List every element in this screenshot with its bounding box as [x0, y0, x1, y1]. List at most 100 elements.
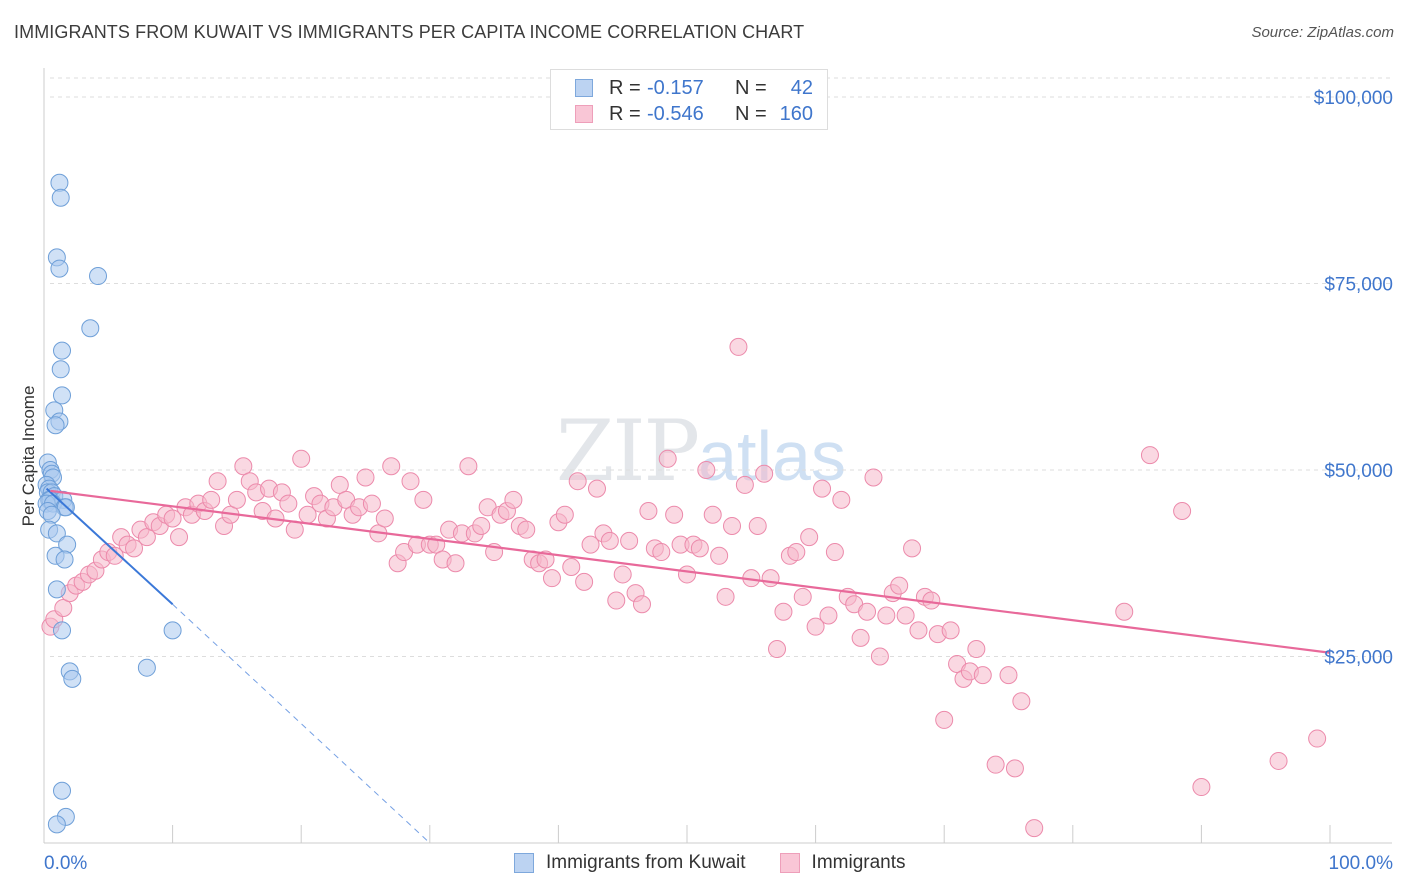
immigrants-point	[536, 550, 555, 569]
kuwait-trend-extension	[172, 603, 431, 844]
immigrants-point	[710, 546, 729, 565]
axis-labels: Per Capita Income $25,000 $50,000 $75,000 $1…	[19, 88, 1393, 874]
immigrants-point	[967, 640, 986, 659]
immigrants-point	[877, 606, 896, 625]
kuwait-point	[55, 550, 74, 569]
immigrants-point	[472, 516, 491, 535]
immigrants-point	[234, 457, 253, 476]
legend-row-immigrants: R = -0.546 N = 160	[575, 101, 813, 127]
immigrants-point	[208, 472, 227, 491]
legend-r-label: R =	[609, 102, 641, 125]
immigrants-point	[658, 449, 677, 468]
legend-swatch-pink	[779, 853, 800, 873]
kuwait-point	[42, 505, 61, 524]
legend-row-kuwait: R = -0.157 N = 42	[575, 75, 813, 101]
immigrants-point	[202, 490, 221, 509]
immigrants-point	[697, 461, 716, 479]
grid-lines	[50, 77, 1392, 657]
immigrants-point	[600, 531, 619, 550]
kuwait-point	[53, 621, 72, 640]
immigrants-point	[285, 520, 304, 539]
x-tick-label-right: 100.0%	[1329, 853, 1394, 874]
kuwait-point	[163, 621, 182, 640]
immigrants-point	[1308, 729, 1327, 748]
axes	[43, 68, 1392, 844]
immigrants-point	[999, 666, 1018, 685]
legend-label-immigrants: Immigrants	[811, 852, 906, 873]
immigrants-point	[568, 472, 587, 491]
legend-n-label: N =	[735, 102, 767, 125]
immigrants-point	[690, 539, 709, 558]
immigrants-point	[1269, 751, 1288, 770]
immigrants-point	[504, 490, 523, 509]
immigrants-point	[973, 666, 992, 685]
immigrants-point	[774, 602, 793, 621]
legend-n-label: N =	[735, 76, 767, 99]
immigrants-point	[375, 509, 394, 528]
immigrants-point	[459, 457, 478, 476]
immigrants-point	[819, 606, 838, 625]
chart-title: IMMIGRANTS FROM KUWAIT VS IMMIGRANTS PER…	[14, 22, 805, 42]
immigrants-point	[806, 617, 825, 636]
kuwait-point	[137, 658, 156, 677]
immigrants-point	[542, 569, 561, 588]
immigrants-point	[864, 468, 883, 487]
kuwait-point	[51, 360, 70, 379]
immigrants-point	[163, 509, 182, 528]
immigrants-point	[890, 576, 909, 595]
immigrants-point	[170, 528, 189, 547]
immigrants-point	[227, 490, 246, 509]
immigrants-point	[1192, 778, 1211, 797]
y-axis-title: Per Capita Income	[19, 386, 38, 527]
immigrants-point	[105, 546, 124, 565]
immigrants-point	[607, 591, 626, 610]
immigrants-point	[1115, 602, 1134, 621]
kuwait-trend-line	[45, 487, 174, 606]
immigrants-point	[575, 572, 594, 591]
immigrants-point	[581, 535, 600, 554]
immigrants-point	[986, 755, 1005, 774]
immigrants-point	[279, 494, 298, 513]
immigrants-point	[401, 472, 420, 491]
series-legend: Immigrants from Kuwait Immigrants	[514, 852, 940, 874]
immigrants-point	[729, 337, 748, 356]
immigrants-point	[125, 539, 144, 558]
kuwait-point	[51, 188, 70, 207]
legend-r-label: R =	[609, 76, 641, 99]
immigrants-point	[678, 565, 696, 584]
legend-swatch-pink	[575, 105, 593, 123]
immigrants-trend-line	[50, 489, 1331, 654]
legend-label-kuwait: Immigrants from Kuwait	[546, 852, 746, 873]
source-label: Source: ZipAtlas.com	[1251, 24, 1394, 41]
legend-n-value: 42	[790, 76, 813, 99]
kuwait-point	[53, 386, 72, 405]
kuwait-point	[63, 669, 82, 688]
trend-lines	[45, 487, 1331, 844]
immigrants-point	[825, 543, 844, 562]
immigrants-point	[909, 621, 928, 640]
kuwait-point	[53, 341, 72, 360]
legend-swatch-blue	[514, 853, 534, 873]
immigrants-point	[755, 464, 774, 483]
legend-item-immigrants: Immigrants	[779, 852, 906, 874]
immigrants-point	[1140, 446, 1159, 465]
immigrants-point	[356, 468, 375, 487]
immigrants-point	[870, 647, 889, 666]
immigrants-point	[723, 516, 742, 535]
immigrants-point	[1012, 692, 1031, 711]
correlation-legend: R = -0.157 N = 42 R = -0.546 N = 160	[550, 69, 828, 130]
immigrants-point	[414, 490, 433, 509]
kuwait-points	[37, 173, 182, 834]
legend-item-kuwait: Immigrants from Kuwait	[514, 852, 746, 874]
immigrants-point	[292, 449, 311, 468]
legend-n-value: 160	[779, 102, 813, 125]
immigrants-point	[1005, 759, 1024, 778]
immigrants-point	[896, 606, 915, 625]
y-tick-label: $100,000	[1314, 88, 1393, 109]
immigrants-point	[813, 479, 832, 498]
kuwait-point	[47, 580, 66, 599]
kuwait-point	[81, 319, 100, 338]
immigrants-point	[330, 475, 349, 494]
immigrants-point	[716, 587, 735, 606]
